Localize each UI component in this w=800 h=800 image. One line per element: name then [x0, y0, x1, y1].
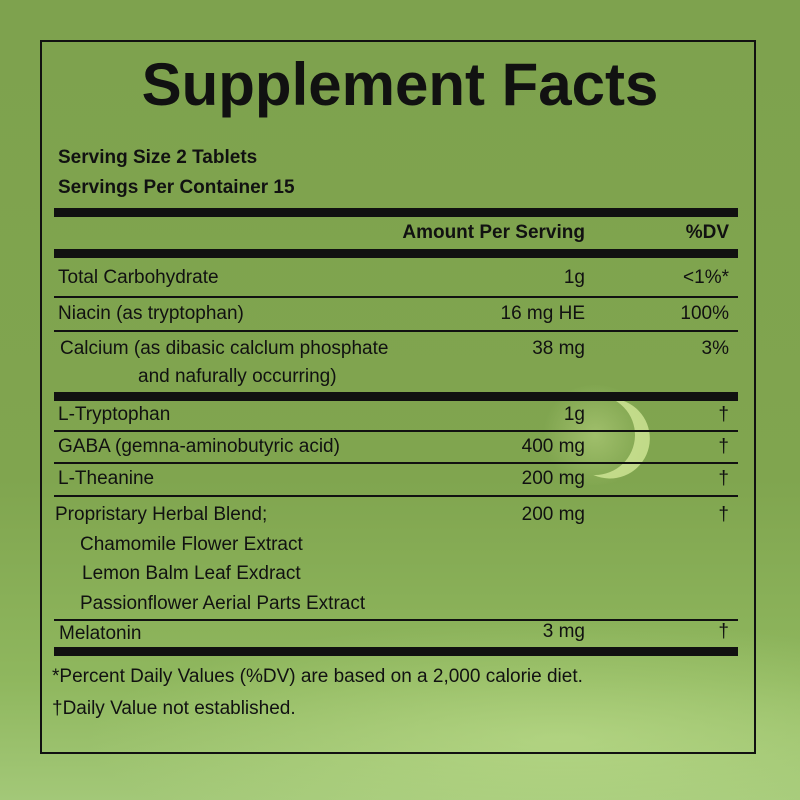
nutrient-name: Calcium (as dibasic calclum phosphate — [60, 338, 389, 359]
nutrient-name: Melatonin — [59, 623, 142, 644]
divider — [54, 296, 738, 298]
page-title: Supplement Facts — [141, 51, 659, 118]
nutrient-amount: 200 mg — [521, 504, 585, 525]
nutrient-name: Total Carbohydrate — [58, 267, 219, 288]
nutrient-name: L-Theanine — [58, 468, 155, 489]
divider — [54, 495, 738, 497]
background-mist — [0, 600, 800, 800]
divider — [54, 330, 738, 332]
nutrient-amount: 400 mg — [521, 436, 585, 457]
nutrient-amount: 1g — [563, 267, 585, 288]
nutrient-dv: <1%* — [683, 267, 729, 288]
divider — [54, 462, 738, 464]
moon-glow — [540, 385, 650, 485]
nutrient-name-cont: and nafurally occurring) — [138, 366, 337, 387]
blend-ingredient: Lemon Balm Leaf Exdract — [82, 563, 301, 584]
nutrient-amount: 200 mg — [521, 468, 585, 489]
servings-per-container: Servings Per Container 15 — [58, 177, 295, 198]
divider — [54, 619, 738, 621]
blend-ingredient: Chamomile Flower Extract — [80, 534, 303, 555]
nutrient-amount: 38 mg — [532, 338, 585, 359]
dv-header: %DV — [685, 222, 729, 243]
nutrient-dv: † — [718, 504, 729, 525]
nutrient-name: Niacin (as tryptophan) — [58, 303, 244, 324]
nutrient-amount: 16 mg HE — [500, 303, 585, 324]
divider — [54, 647, 738, 656]
nutrient-amount: 3 mg — [542, 621, 585, 642]
nutrient-name: L-Tryptophan — [58, 404, 171, 425]
divider — [54, 208, 738, 217]
divider — [54, 430, 738, 432]
blend-ingredient: Passionflower Aerial Parts Extract — [80, 593, 366, 614]
nutrient-dv: † — [718, 621, 729, 642]
label-border — [40, 40, 756, 754]
divider — [54, 392, 738, 401]
nutrient-name: Propristary Herbal Blend; — [55, 504, 268, 525]
amount-header: Amount Per Serving — [402, 222, 585, 243]
nutrient-name: GABA (gemna-aminobutyric acid) — [58, 436, 340, 457]
nutrient-dv: † — [718, 404, 729, 425]
nutrient-dv: 3% — [701, 338, 729, 359]
nutrient-dv: † — [718, 436, 729, 457]
footnote-dagger: †Daily Value not established. — [52, 698, 296, 719]
serving-size: Serving Size 2 Tablets — [58, 147, 258, 168]
nutrient-dv: † — [718, 468, 729, 489]
divider — [54, 249, 738, 258]
footnote-dv: *Percent Daily Values (%DV) are based on… — [52, 666, 583, 687]
nutrient-amount: 1g — [563, 404, 585, 425]
nutrient-dv: 100% — [680, 303, 729, 324]
